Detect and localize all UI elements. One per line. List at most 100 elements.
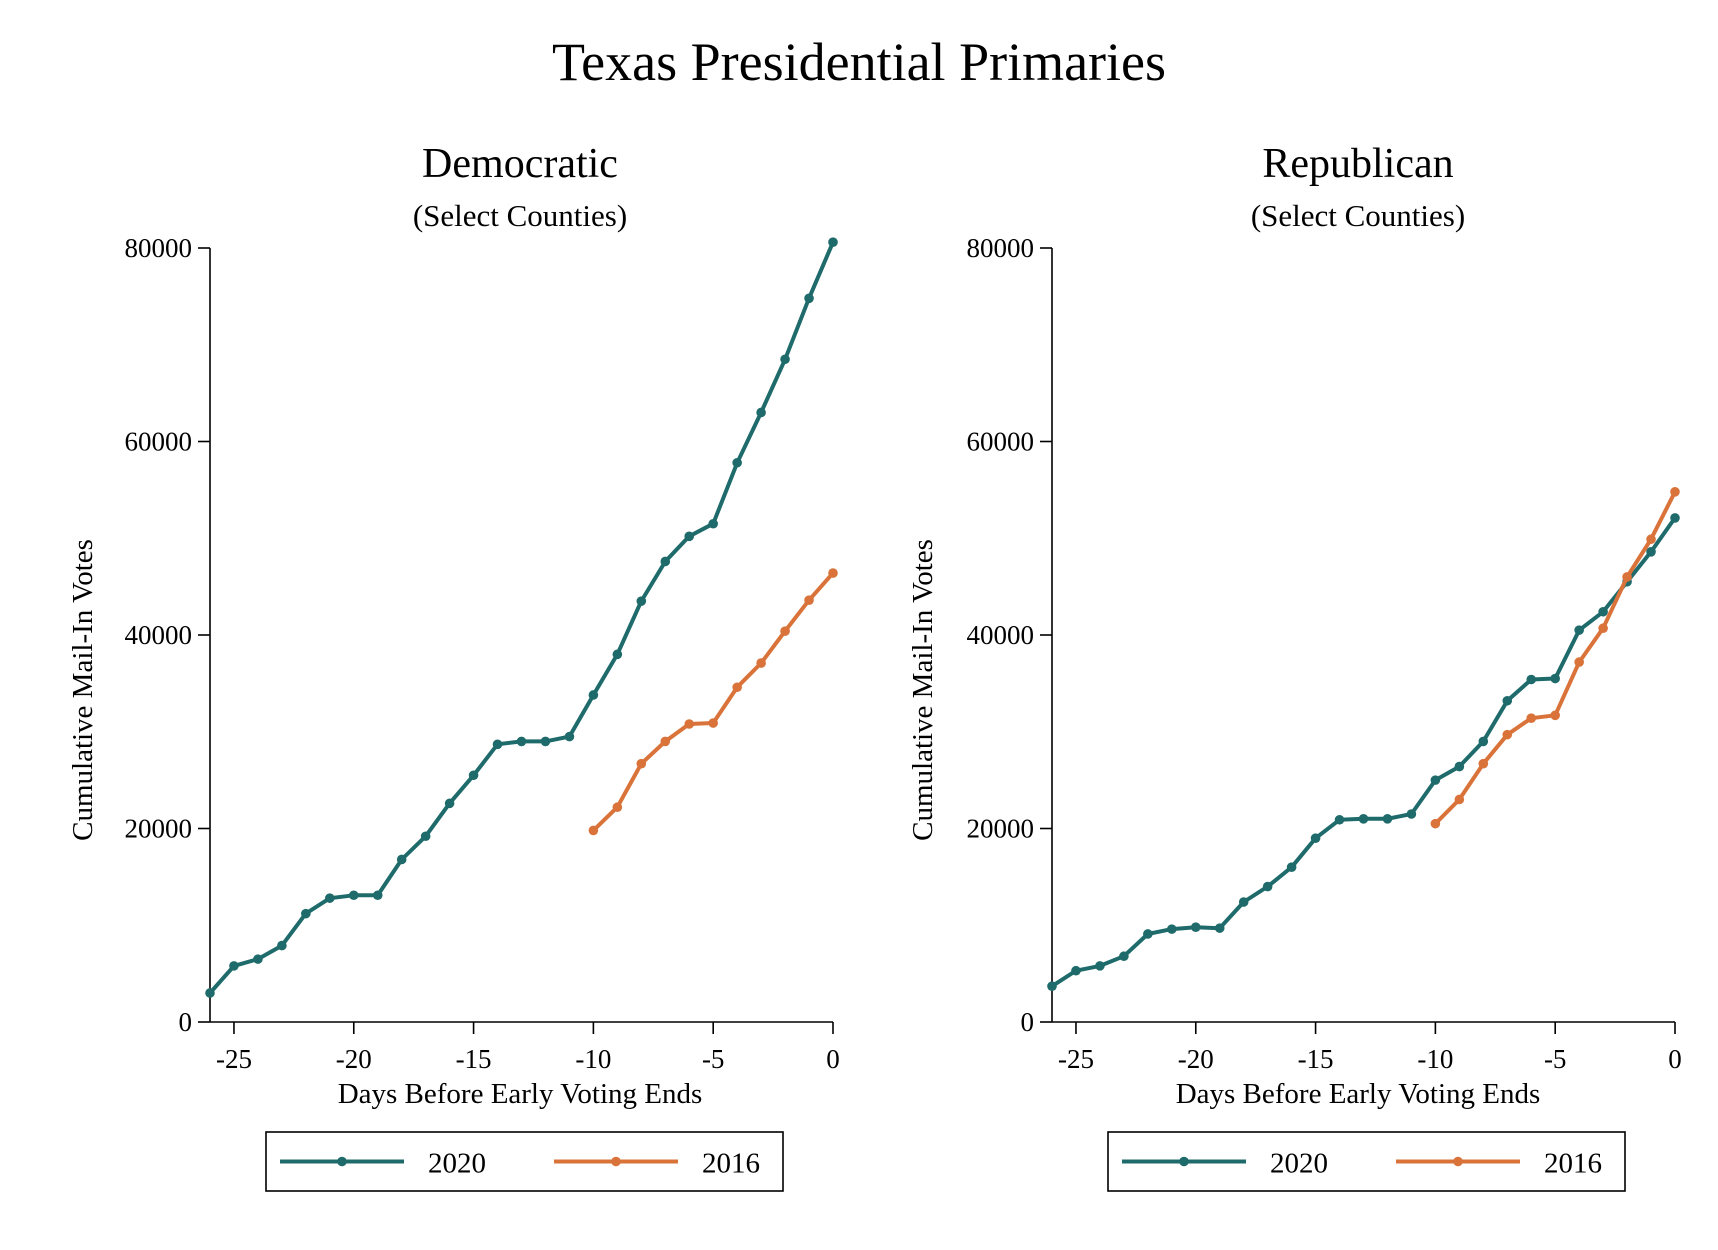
data-point-2020: [1262, 881, 1273, 892]
data-point-2020: [516, 736, 527, 747]
legend-marker-2020: [337, 1156, 347, 1167]
data-point-2016: [660, 736, 671, 747]
data-point-2016: [1598, 623, 1608, 634]
plot-area: [1047, 487, 1680, 992]
data-point-2020: [372, 890, 383, 901]
data-point-2020: [277, 940, 287, 951]
legend-label-2020: 2020: [428, 1148, 486, 1180]
x-tick-label: -25: [1058, 1044, 1094, 1074]
data-point-2020: [205, 988, 215, 998]
data-point-2020: [444, 798, 455, 809]
data-point-2016: [1430, 818, 1441, 829]
data-point-2020: [1238, 897, 1249, 907]
data-point-2020: [301, 908, 311, 919]
data-point-2020: [660, 556, 671, 567]
y-tick-label: 80000: [125, 233, 193, 263]
legend-label-2016: 2016: [1544, 1148, 1602, 1180]
plot-area: [205, 237, 838, 998]
data-point-2020: [540, 736, 551, 747]
x-tick-label: -5: [702, 1044, 725, 1074]
data-point-2020: [1095, 961, 1105, 971]
data-point-2020: [396, 854, 407, 865]
x-tick-label: -15: [1298, 1044, 1334, 1074]
y-tick-label: 20000: [125, 814, 193, 844]
legend-marker-2016: [611, 1156, 621, 1167]
data-point-2020: [325, 893, 335, 903]
data-point-2016: [1526, 713, 1537, 724]
data-point-2020: [1382, 814, 1393, 824]
axes: 0 20000 40000 60000 80000 -25 -20 -15 -10 -5 0: [967, 233, 1682, 1074]
x-axis-label: Days Before Early Voting Ends: [1176, 1078, 1541, 1110]
series-line-2020: [1050, 516, 1677, 988]
panel-subtitle: (Select Counties): [1251, 198, 1465, 233]
x-tick-label: 0: [1668, 1044, 1682, 1074]
x-tick-label: -5: [1544, 1044, 1567, 1074]
data-point-2020: [1478, 736, 1489, 747]
y-tick-label: 60000: [125, 427, 193, 457]
data-point-2020: [1334, 814, 1345, 825]
data-point-2020: [1670, 513, 1680, 523]
y-axis-label: Cumulative Mail-In Votes: [67, 539, 99, 841]
x-axis-label: Days Before Early Voting Ends: [338, 1078, 703, 1110]
panel-subtitle: (Select Counties): [413, 198, 627, 233]
data-point-2020: [1071, 965, 1081, 976]
x-tick-label: -25: [216, 1044, 252, 1074]
data-point-2020: [1406, 809, 1417, 819]
series-line-2016: [592, 571, 835, 832]
data-point-2020: [1430, 775, 1441, 785]
data-point-2016: [828, 568, 838, 578]
data-point-2020: [1310, 833, 1321, 843]
data-point-2020: [348, 890, 359, 901]
data-point-2020: [1214, 923, 1225, 933]
data-point-2016: [1670, 487, 1680, 497]
x-tick-label: -20: [336, 1044, 372, 1074]
data-point-2016: [780, 626, 790, 636]
data-point-2020: [1286, 862, 1297, 872]
y-tick-label: 60000: [967, 427, 1035, 457]
data-point-2016: [1502, 729, 1513, 740]
data-point-2020: [1047, 981, 1057, 992]
legend-label-2016: 2016: [702, 1148, 760, 1180]
y-tick-label: 40000: [967, 620, 1035, 650]
data-point-2020: [1574, 625, 1584, 635]
axes: 0 20000 40000 60000 80000 -25 -20 -15 -10 -5 0: [125, 233, 840, 1074]
data-point-2016: [588, 825, 599, 836]
legend-marker-2020: [1179, 1156, 1189, 1167]
data-point-2020: [468, 770, 479, 781]
y-axis-label: Cumulative Mail-In Votes: [907, 539, 939, 841]
panel-title: Democratic: [422, 141, 618, 187]
data-point-2020: [828, 237, 838, 247]
data-point-2020: [253, 954, 263, 964]
series-line-2020: [208, 241, 835, 995]
data-point-2020: [1454, 761, 1465, 772]
y-tick-label: 80000: [967, 233, 1035, 263]
x-tick-label: 0: [826, 1044, 840, 1074]
data-point-2016: [636, 758, 647, 769]
data-point-2020: [564, 731, 575, 742]
data-point-2020: [612, 649, 623, 660]
data-point-2020: [732, 457, 742, 468]
data-point-2020: [1646, 546, 1656, 557]
legend-marker-2016: [1453, 1156, 1463, 1167]
y-tick-label: 40000: [125, 620, 193, 650]
data-point-2016: [732, 682, 742, 693]
data-point-2020: [492, 739, 503, 750]
data-point-2016: [1646, 534, 1656, 545]
data-point-2016: [1574, 657, 1584, 667]
data-point-2020: [804, 293, 814, 304]
x-tick-label: -15: [456, 1044, 492, 1074]
panel-republican: Republican (Select Counties) Cumulative …: [907, 141, 1682, 1192]
data-point-2016: [1550, 710, 1560, 721]
data-point-2020: [420, 831, 431, 842]
data-point-2020: [780, 354, 790, 365]
data-point-2016: [708, 718, 718, 728]
data-point-2020: [1143, 929, 1153, 939]
data-point-2016: [1454, 794, 1465, 805]
y-tick-label: 0: [1021, 1007, 1035, 1037]
panel-democratic: Democratic (Select Counties) Cumulative …: [67, 141, 840, 1192]
data-point-2020: [1190, 922, 1201, 932]
data-point-2020: [229, 961, 239, 971]
data-point-2020: [1526, 674, 1537, 685]
x-tick-label: -10: [575, 1044, 611, 1074]
